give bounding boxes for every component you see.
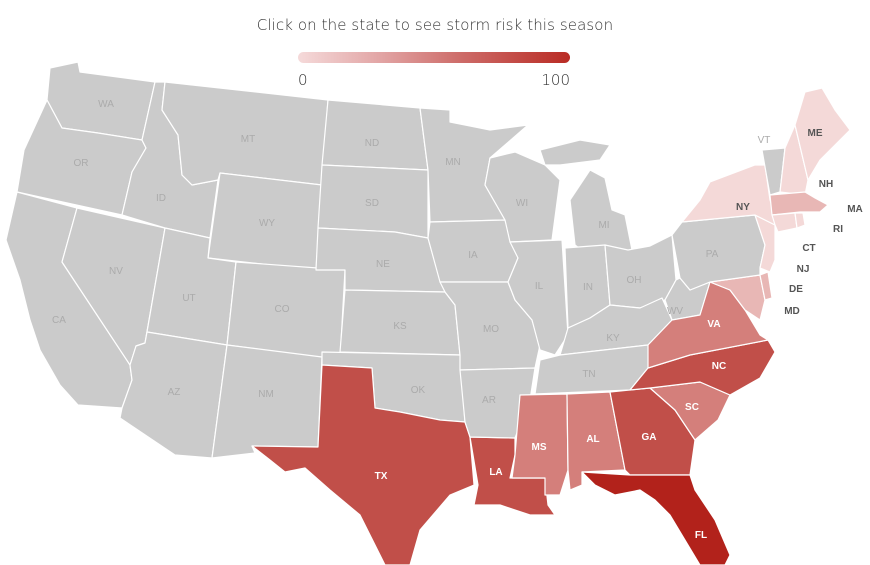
- state-nh[interactable]: [779, 124, 809, 196]
- state-ar[interactable]: [459, 367, 536, 439]
- legend-min-label: 0: [298, 71, 308, 89]
- state-ct[interactable]: [771, 212, 798, 233]
- color-legend: 0 100: [298, 52, 570, 89]
- label-ma: MA: [847, 204, 863, 215]
- state-ri[interactable]: [794, 212, 806, 229]
- state-mt[interactable]: [161, 81, 329, 186]
- state-de[interactable]: [759, 271, 773, 301]
- state-nm[interactable]: [211, 344, 323, 459]
- label-nj: NJ: [797, 264, 810, 275]
- label-de: DE: [789, 284, 803, 295]
- label-ri: RI: [833, 224, 843, 235]
- state-ia[interactable]: [427, 219, 519, 283]
- map-title: Click on the state to see storm risk thi…: [256, 16, 614, 34]
- label-ct: CT: [802, 243, 815, 254]
- state-az[interactable]: [119, 331, 228, 459]
- state-il[interactable]: [507, 239, 569, 356]
- state-co[interactable]: [226, 261, 346, 361]
- legend-gradient-bar: [298, 52, 570, 63]
- state-ma[interactable]: [769, 191, 829, 216]
- state-ks[interactable]: [339, 289, 461, 356]
- state-tx[interactable]: [251, 364, 475, 565]
- legend-max-label: 100: [541, 71, 570, 89]
- state-me[interactable]: [794, 87, 851, 181]
- label-vt: VT: [758, 135, 771, 146]
- label-nh: NH: [819, 179, 833, 190]
- label-md: MD: [784, 306, 800, 317]
- state-fl[interactable]: [581, 471, 731, 565]
- state-wy[interactable]: [207, 172, 323, 271]
- state-nd[interactable]: [321, 99, 429, 171]
- state-sd[interactable]: [317, 164, 429, 239]
